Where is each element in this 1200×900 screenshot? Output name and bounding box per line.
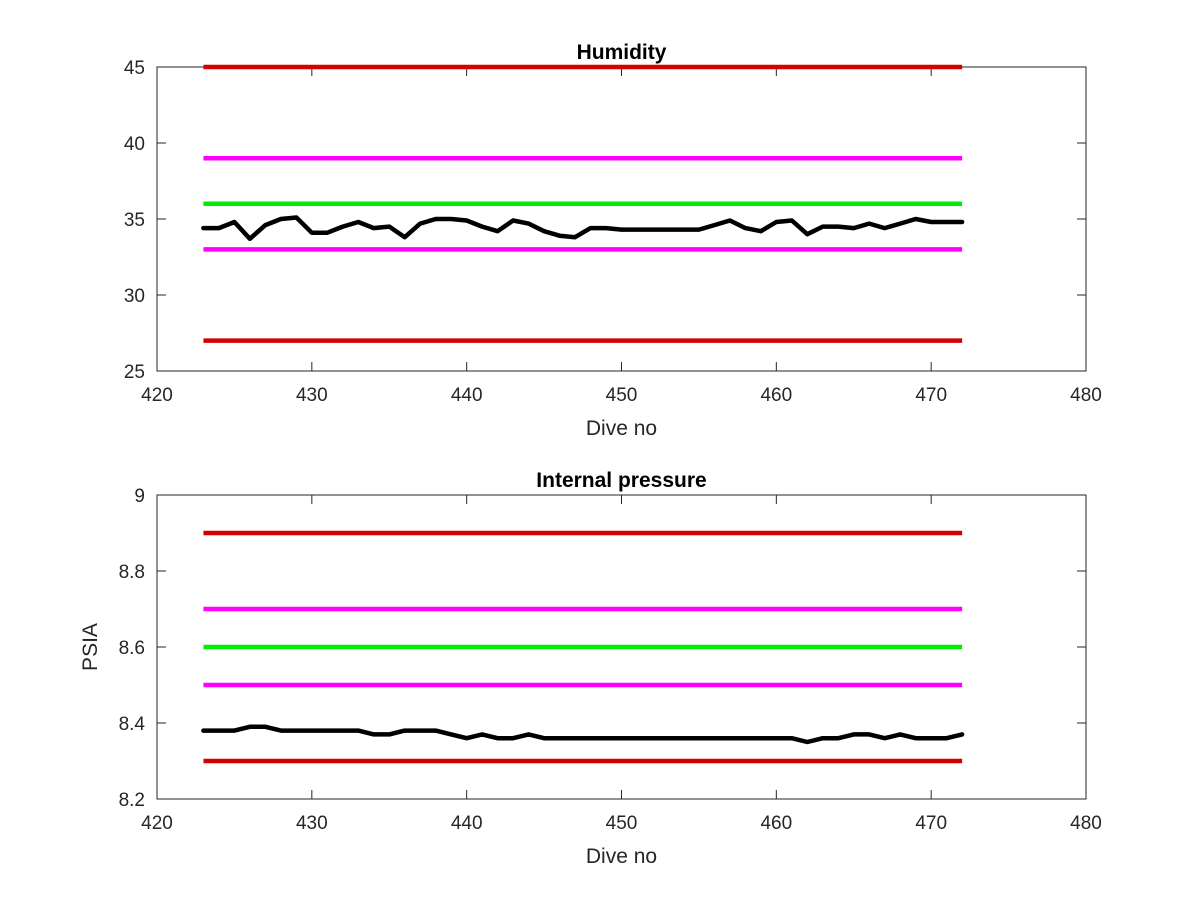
- x-tick-label: 450: [606, 813, 638, 834]
- x-tick-label: 480: [1070, 813, 1102, 834]
- y-tick-label: 8.6: [119, 638, 145, 659]
- x-axis-label: Dive no: [586, 417, 657, 440]
- x-tick-label: 460: [760, 813, 792, 834]
- series-line: [201, 215, 965, 242]
- x-tick-label: 470: [915, 385, 947, 406]
- y-tick-label: 8.8: [119, 562, 145, 583]
- series-line: [201, 724, 965, 745]
- y-tick-label: 40: [124, 134, 145, 155]
- y-tick-label: 9: [134, 486, 145, 507]
- y-tick-label: 30: [124, 286, 145, 307]
- y-tick-label: 45: [124, 58, 145, 79]
- x-tick-label: 430: [296, 813, 328, 834]
- y-tick-label: 8.2: [119, 790, 145, 811]
- x-tick-label: 420: [141, 813, 173, 834]
- humidity-axes: 420 430 440 450 460 470 480 25 30 35 40 45 Humidity D…: [124, 41, 1102, 440]
- plot-area: [156, 66, 1087, 372]
- y-axis-label: PSIA: [79, 623, 102, 671]
- x-tick-label: 460: [760, 385, 792, 406]
- y-tick-label: 25: [124, 362, 145, 383]
- x-tick-label: 440: [451, 813, 483, 834]
- x-tick-label: 470: [915, 813, 947, 834]
- x-tick-label: 420: [141, 385, 173, 406]
- internal-pressure-axes: 420 430 440 450 460 470 480 8.2 8.4 8.6 8.8 9 Intern…: [79, 469, 1102, 868]
- x-tick-label: 450: [606, 385, 638, 406]
- chart-title: Humidity: [577, 41, 667, 64]
- chart-title: Internal pressure: [536, 469, 706, 492]
- y-tick-label: 8.4: [119, 714, 146, 735]
- x-axis-label: Dive no: [586, 845, 657, 868]
- x-tick-label: 480: [1070, 385, 1102, 406]
- y-tick-label: 35: [124, 210, 145, 231]
- x-tick-label: 430: [296, 385, 328, 406]
- x-tick-label: 440: [451, 385, 483, 406]
